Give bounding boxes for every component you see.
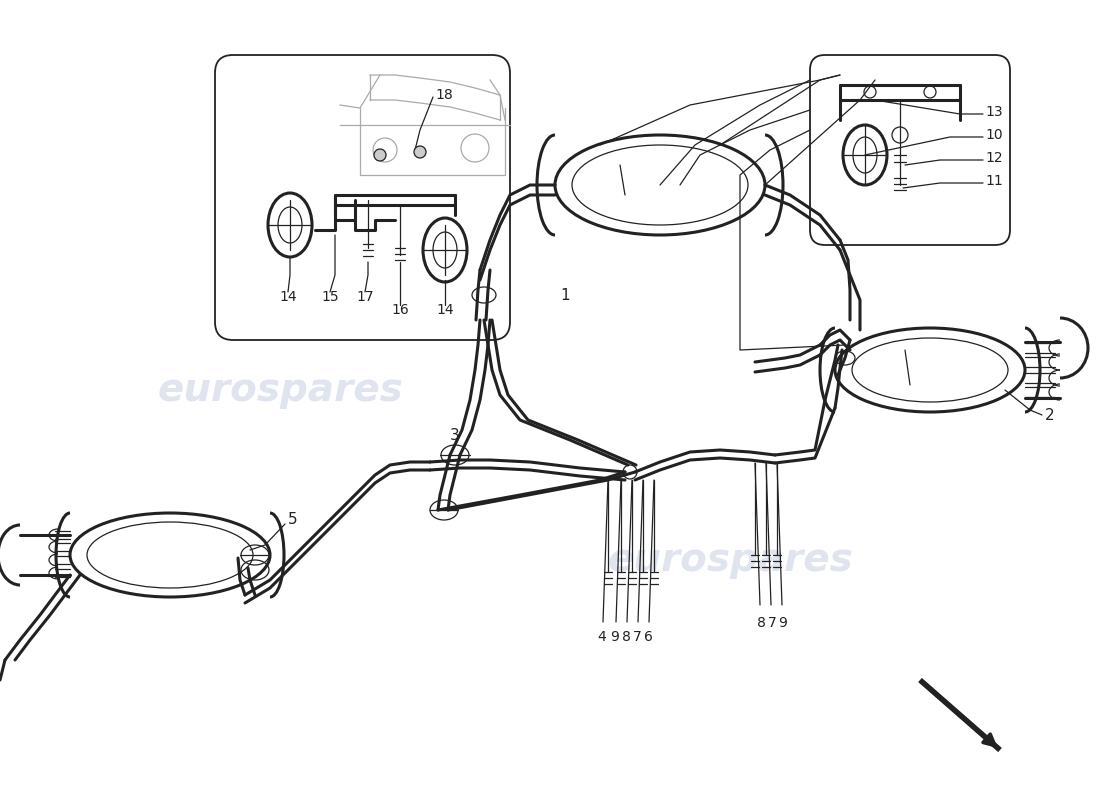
Text: eurospares: eurospares bbox=[607, 541, 852, 579]
Text: 15: 15 bbox=[321, 290, 339, 304]
Text: 1: 1 bbox=[560, 287, 570, 302]
FancyBboxPatch shape bbox=[214, 55, 510, 340]
Text: 11: 11 bbox=[984, 174, 1003, 188]
FancyBboxPatch shape bbox=[810, 55, 1010, 245]
Text: 8: 8 bbox=[757, 616, 766, 630]
Text: 8: 8 bbox=[621, 630, 630, 644]
Text: eurospares: eurospares bbox=[157, 371, 403, 409]
Text: 9: 9 bbox=[779, 616, 788, 630]
Text: 4: 4 bbox=[597, 630, 606, 644]
Text: 16: 16 bbox=[392, 303, 409, 317]
Text: 9: 9 bbox=[610, 630, 619, 644]
Text: 14: 14 bbox=[279, 290, 297, 304]
Text: 7: 7 bbox=[632, 630, 641, 644]
Text: 12: 12 bbox=[984, 151, 1002, 165]
Text: 6: 6 bbox=[644, 630, 652, 644]
Text: 7: 7 bbox=[768, 616, 777, 630]
Circle shape bbox=[374, 149, 386, 161]
Text: 18: 18 bbox=[434, 88, 453, 102]
Circle shape bbox=[414, 146, 426, 158]
Text: 14: 14 bbox=[437, 303, 454, 317]
Text: 2: 2 bbox=[1045, 407, 1055, 422]
Text: 13: 13 bbox=[984, 105, 1002, 119]
Text: 3: 3 bbox=[450, 427, 460, 442]
Text: 5: 5 bbox=[288, 513, 298, 527]
Text: 17: 17 bbox=[356, 290, 374, 304]
Text: 10: 10 bbox=[984, 128, 1002, 142]
